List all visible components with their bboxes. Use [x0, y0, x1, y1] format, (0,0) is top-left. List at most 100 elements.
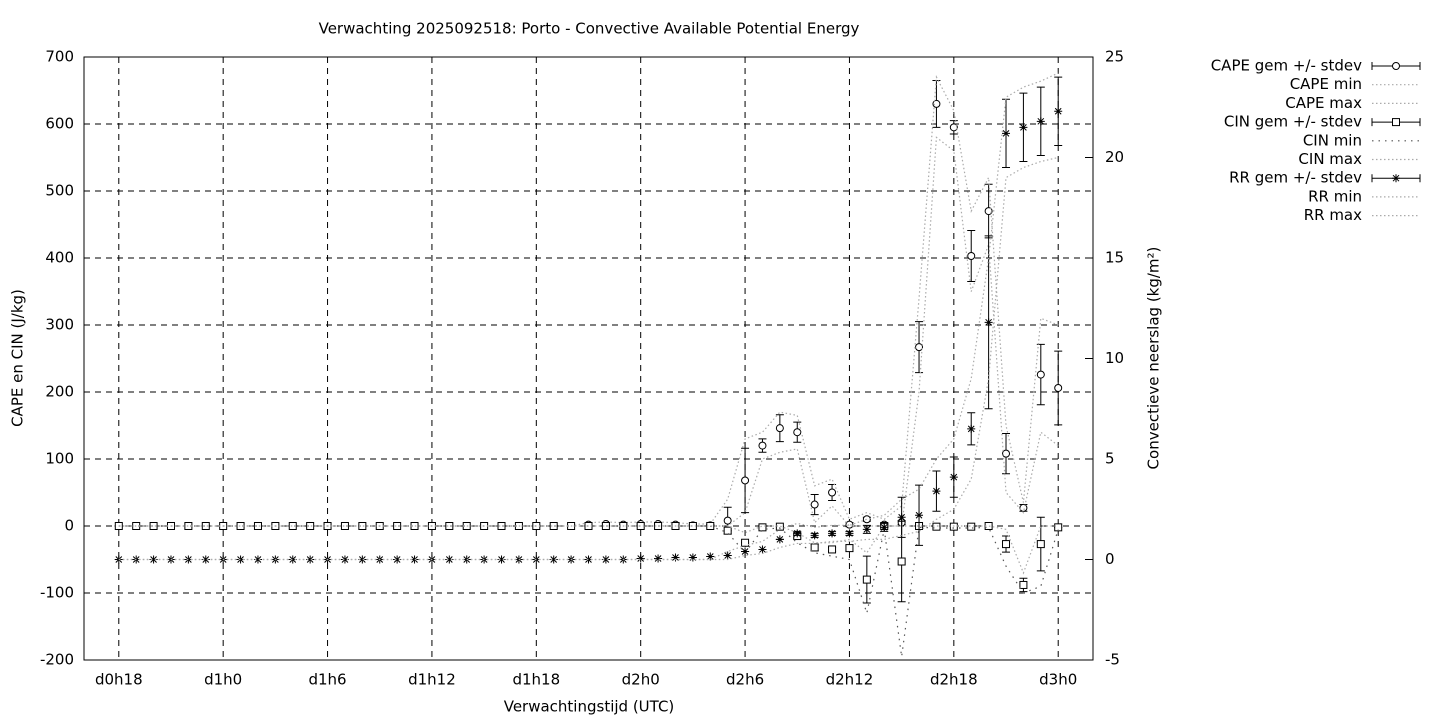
x-tick-label: d1h6 [308, 671, 346, 689]
data-point [201, 555, 210, 564]
data-point [862, 515, 871, 524]
data-point [306, 522, 315, 530]
data-point [810, 543, 819, 552]
x-tick-label: d3h0 [1039, 671, 1077, 689]
y-tick-label: 200 [45, 383, 74, 401]
data-point [393, 555, 402, 564]
data-point [897, 557, 906, 566]
data-point [654, 522, 663, 530]
data-point [671, 553, 680, 562]
y-tick-label: 0 [64, 517, 74, 535]
data-point [532, 555, 541, 564]
data-point [984, 207, 993, 216]
data-point [1054, 523, 1063, 532]
data-point [810, 531, 819, 540]
data-point [828, 529, 837, 538]
data-point [1054, 107, 1063, 116]
data-point [828, 545, 837, 554]
x-axis-label: Verwachtingstijd (UTC) [504, 698, 675, 716]
data-point [532, 522, 541, 530]
data-point [862, 525, 871, 534]
data-point [741, 547, 750, 556]
data-point [932, 487, 941, 496]
data-point [149, 555, 158, 564]
data-point [149, 522, 158, 530]
data-point [741, 476, 750, 485]
y2-tick-label: 25 [1105, 48, 1124, 66]
data-point [688, 522, 697, 530]
data-point [445, 555, 454, 564]
y-tick-label: 100 [45, 450, 74, 468]
data-point [967, 424, 976, 433]
x-tick-label: d1h18 [512, 671, 560, 689]
chart-title: Verwachting 2025092518: Porto - Convecti… [319, 20, 860, 38]
data-point [306, 555, 315, 564]
data-point [1036, 540, 1045, 549]
legend-label: CAPE gem +/- stdev [1211, 57, 1362, 75]
data-point [949, 123, 958, 132]
x-tick-label: d0h18 [95, 671, 143, 689]
data-point [880, 523, 889, 532]
x-tick-label: d2h0 [622, 671, 660, 689]
data-point [932, 522, 941, 531]
data-point [1036, 117, 1045, 126]
data-point [949, 473, 958, 482]
data-point [497, 522, 506, 530]
data-point [967, 251, 976, 260]
data-point [775, 522, 784, 531]
data-point [601, 522, 610, 530]
data-point [845, 520, 854, 529]
data-point [393, 522, 402, 530]
y2-tick-label: 5 [1105, 450, 1115, 468]
data-point [688, 553, 697, 562]
min-max-line [118, 156, 1059, 561]
data-point [410, 555, 419, 564]
data-point [1019, 123, 1028, 132]
legend-marker [1392, 174, 1400, 183]
legend-label: CIN gem +/- stdev [1224, 113, 1362, 131]
x-tick-label: d1h0 [204, 671, 242, 689]
data-point [462, 555, 471, 564]
data-point [723, 516, 732, 525]
data-point [654, 554, 663, 563]
legend-marker [1392, 62, 1400, 70]
data-point [723, 526, 732, 535]
data-point [949, 522, 958, 531]
data-point [793, 428, 802, 437]
data-point [862, 575, 871, 584]
data-point [584, 555, 593, 564]
x-tick-label: d1h12 [408, 671, 456, 689]
data-point [1019, 580, 1028, 589]
data-point [201, 522, 210, 530]
data-point [1054, 383, 1063, 392]
y-tick-label: 500 [45, 182, 74, 200]
data-point [932, 99, 941, 108]
legend-label: RR gem +/- stdev [1229, 169, 1362, 187]
legend-label: RR min [1308, 187, 1362, 205]
data-point [967, 522, 976, 531]
min-max-line [118, 136, 1059, 527]
y2-axis-label: Convectieve neerslag (kg/m²) [1145, 247, 1163, 470]
data-point [1019, 503, 1028, 512]
data-point [845, 544, 854, 553]
legend-label: RR max [1304, 206, 1362, 224]
data-point [497, 555, 506, 564]
data-point [706, 552, 715, 561]
y2-tick-label: -5 [1105, 651, 1120, 669]
y-tick-label: 400 [45, 249, 74, 267]
data-point [601, 555, 610, 564]
data-point [549, 522, 558, 530]
data-point [793, 529, 802, 538]
x-tick-label: d2h6 [726, 671, 764, 689]
x-tick-label: d2h18 [930, 671, 978, 689]
data-point [810, 500, 819, 509]
y2-tick-label: 15 [1105, 249, 1124, 267]
data-point [915, 511, 924, 520]
data-point [1002, 129, 1011, 138]
legend-label: CAPE max [1285, 94, 1362, 112]
data-point [549, 555, 558, 564]
data-point [1002, 449, 1011, 458]
data-point [236, 555, 245, 564]
data-point [114, 555, 123, 564]
